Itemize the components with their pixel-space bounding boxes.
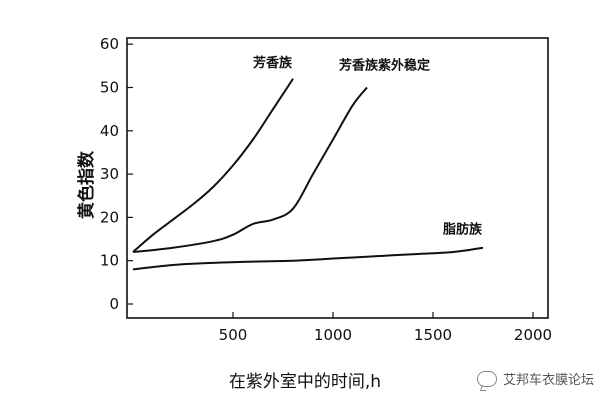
x-tick-label: 1500 — [414, 326, 452, 344]
series-line-1 — [132, 78, 294, 253]
y-tick-label: 20 — [100, 208, 119, 226]
x-tick-label: 500 — [219, 326, 248, 344]
y-tick-label: 30 — [100, 165, 119, 183]
chat-bubble-icon — [476, 370, 497, 387]
plot-frame — [126, 37, 549, 319]
axes-layer: 0 10 20 30 40 50 60 500 1000 1500 2000 — [100, 35, 552, 344]
x-axis-title: 在紫外室中的时间,h — [229, 372, 381, 392]
series-label-1: 芳香族 — [253, 55, 293, 71]
y-tick-label: 10 — [100, 252, 119, 270]
series-label-3: 脂肪族 — [442, 222, 483, 238]
y-tick-label: 60 — [100, 35, 119, 53]
series-line-2 — [132, 86, 368, 253]
watermark-text: 艾邦车衣膜论坛 — [502, 373, 594, 388]
y-tick-label: 50 — [100, 79, 119, 97]
x-tick-label: 2000 — [514, 326, 552, 344]
y-axis-title: 黄色指数 — [76, 150, 97, 219]
series-label-2: 芳香族紫外稳定 — [339, 58, 430, 74]
y-tick-label: 40 — [100, 122, 119, 140]
y-tick-label: 0 — [109, 295, 119, 313]
x-tick-label: 1000 — [314, 326, 352, 344]
series-layer — [132, 78, 484, 271]
series-line-3 — [132, 246, 484, 271]
watermark: 艾邦车衣膜论坛 — [476, 369, 594, 388]
